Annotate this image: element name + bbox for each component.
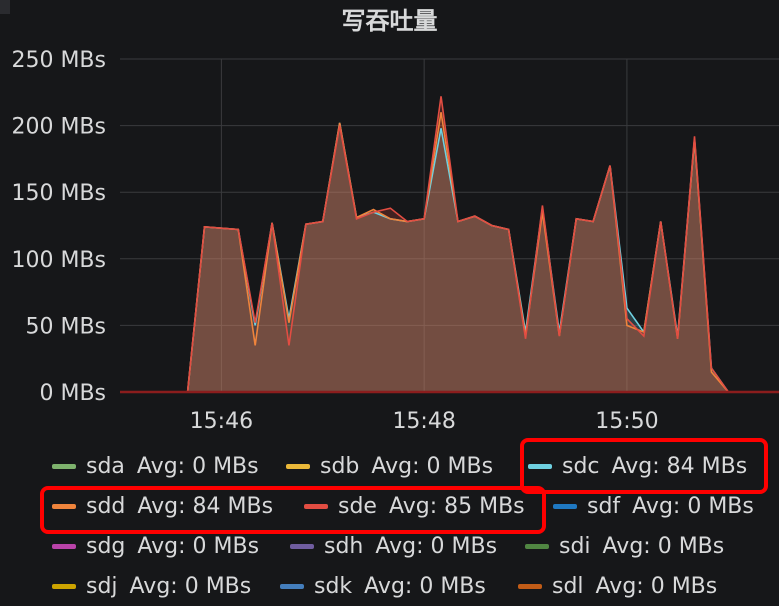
legend-swatch	[52, 463, 76, 469]
legend-avg-value: Avg: 0 MBs	[632, 493, 754, 519]
y-tick-label: 150 MBs	[11, 181, 106, 206]
highlight-box-sdd-sde	[40, 486, 546, 534]
write-throughput-chart: 0 MBs 50 MBs 100 MBs 150 MBs 200 MBs 250 MBs 1…	[11, 48, 779, 434]
legend-swatch	[52, 543, 76, 549]
x-tick-label: 15:50	[595, 409, 658, 434]
legend-avg-value: Avg: 0 MBs	[375, 533, 498, 559]
y-tick-label: 250 MBs	[11, 48, 106, 73]
series-area-sdd	[187, 112, 729, 392]
legend-series-name: sdi	[559, 533, 591, 559]
legend-avg-value: Avg: 0 MBs	[364, 573, 486, 599]
legend-avg-value: Avg: 85 MBs	[388, 493, 525, 519]
series-area-sdc	[187, 122, 729, 392]
y-tick-label: 100 MBs	[11, 248, 106, 273]
legend-swatch	[518, 583, 542, 589]
legend-swatch	[52, 583, 76, 589]
legend-item-sdh[interactable]: sdh Avg: 0 MBs	[290, 528, 497, 564]
legend-item-sda[interactable]: sda Avg: 0 MBs	[52, 448, 259, 484]
legend-swatch	[280, 583, 304, 589]
legend-series-name: sdj	[86, 573, 118, 599]
legend-item-sdg[interactable]: sdg Avg: 0 MBs	[52, 528, 259, 564]
legend-avg-value: Avg: 0 MBs	[595, 573, 718, 599]
legend-swatch	[525, 543, 549, 549]
series-area-sde	[187, 96, 729, 393]
legend-swatch	[52, 503, 76, 509]
legend-avg-value: Avg: 0 MBs	[137, 533, 260, 559]
legend-series-name: sde	[338, 493, 377, 519]
legend-item-sde[interactable]: sde Avg: 85 MBs	[304, 488, 525, 524]
legend-series-name: sdl	[552, 573, 584, 599]
y-tick-label: 50 MBs	[25, 314, 106, 339]
legend-swatch	[553, 503, 577, 509]
legend-series-name: sdg	[86, 533, 126, 559]
legend-series-name: sdf	[587, 493, 621, 519]
panel-title[interactable]: 写吞吐量	[341, 7, 438, 35]
legend-item-sdj[interactable]: sdj Avg: 0 MBs	[52, 568, 251, 604]
legend-avg-value: Avg: 0 MBs	[371, 453, 494, 479]
legend-item-sdl[interactable]: sdl Avg: 0 MBs	[518, 568, 717, 604]
highlight-box-sdc	[520, 438, 768, 494]
legend-avg-value: Avg: 0 MBs	[136, 453, 259, 479]
legend-series-name: sdd	[86, 493, 126, 519]
legend-avg-value: Avg: 0 MBs	[129, 573, 252, 599]
chart-legend: sda Avg: 0 MBs sdb Avg: 0 MBs sdc Avg: 84 MBs…	[0, 438, 779, 606]
x-tick-label: 15:48	[392, 409, 455, 434]
legend-item-sdf[interactable]: sdf Avg: 0 MBs	[553, 488, 754, 524]
series-line-sde	[186, 96, 729, 393]
legend-series-name: sdc	[562, 453, 600, 479]
legend-series-name: sda	[86, 453, 125, 479]
legend-series-name: sdb	[320, 453, 360, 479]
y-tick-label: 0 MBs	[39, 381, 106, 406]
y-tick-label: 200 MBs	[11, 115, 106, 140]
legend-series-name: sdh	[324, 533, 364, 559]
x-tick-label: 15:46	[190, 409, 253, 434]
panel-corner-handle[interactable]	[0, 0, 10, 14]
legend-swatch	[286, 463, 310, 469]
legend-avg-value: Avg: 0 MBs	[602, 533, 725, 559]
legend-item-sdc[interactable]: sdc Avg: 84 MBs	[528, 448, 747, 484]
legend-swatch	[528, 463, 552, 469]
legend-swatch	[290, 543, 314, 549]
legend-item-sdb[interactable]: sdb Avg: 0 MBs	[286, 448, 493, 484]
legend-avg-value: Avg: 84 MBs	[137, 493, 274, 519]
legend-series-name: sdk	[314, 573, 353, 599]
legend-swatch	[304, 503, 328, 509]
legend-item-sdk[interactable]: sdk Avg: 0 MBs	[280, 568, 486, 604]
legend-avg-value: Avg: 84 MBs	[611, 453, 748, 479]
legend-item-sdd[interactable]: sdd Avg: 84 MBs	[52, 488, 273, 524]
legend-item-sdi[interactable]: sdi Avg: 0 MBs	[525, 528, 724, 564]
